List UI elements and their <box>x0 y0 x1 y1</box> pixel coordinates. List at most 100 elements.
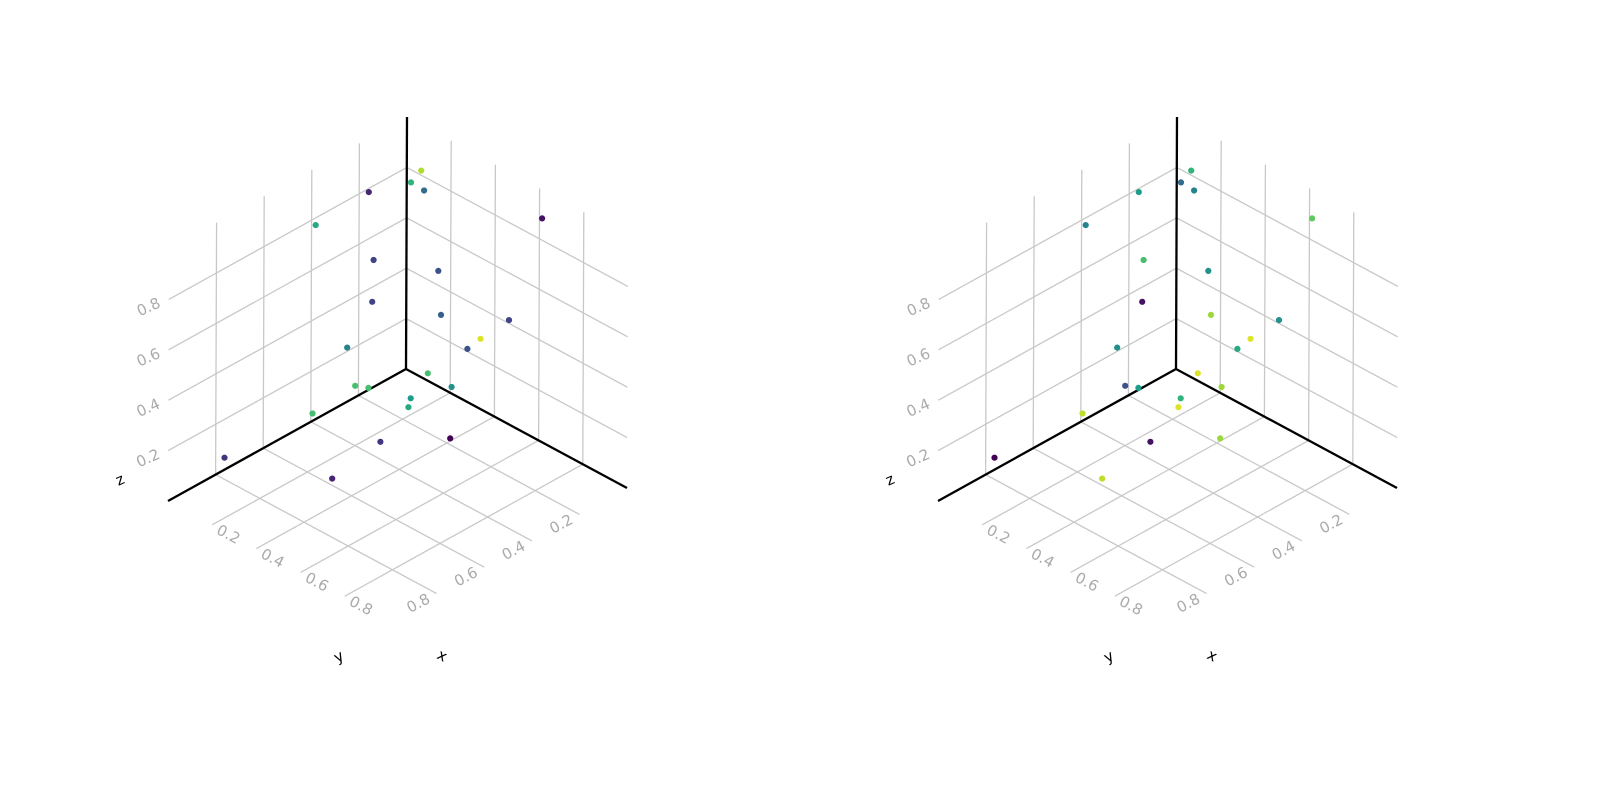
y-tick-label: 0.6 <box>451 563 481 590</box>
data-point <box>1275 317 1283 324</box>
gridline-wall-x <box>493 164 497 417</box>
data-point <box>991 454 998 461</box>
gridline-wall-yz <box>937 318 1177 452</box>
gridline-wall-y <box>984 222 988 475</box>
y-axis-line <box>167 367 407 503</box>
gridline-wall-xz <box>406 217 628 338</box>
data-point <box>312 222 319 229</box>
data-point <box>1140 256 1147 264</box>
data-point <box>1135 384 1142 391</box>
z-tick-label: 0.8 <box>134 294 163 320</box>
gridline-floor-y <box>215 474 437 595</box>
gridline-wall-xz <box>1175 318 1398 439</box>
gridline-floor-x <box>1070 439 1309 573</box>
y-tick-label: 0.2 <box>546 510 576 537</box>
data-point <box>344 344 351 351</box>
data-point <box>1147 438 1154 445</box>
z-axis-label: z <box>883 470 898 490</box>
gridline-wall-x <box>1307 188 1311 441</box>
gridline-wall-x <box>1219 140 1222 393</box>
gridline-wall-yz <box>168 217 407 351</box>
gridline-wall-yz <box>938 217 1177 351</box>
gridline-wall-yz <box>168 166 408 300</box>
data-point <box>1099 475 1106 482</box>
gridline-wall-x <box>1352 212 1355 465</box>
gridline-wall-y <box>1127 143 1131 396</box>
y-tick-label: 0.4 <box>499 537 529 564</box>
data-point <box>1139 298 1146 305</box>
data-point <box>1234 345 1241 352</box>
chart-panel-2: 0.2 0.4 0.6 0.8 0.2 0.4 0.6 0.8 0.2 0.4 0.6 0.8 x y z <box>883 116 1399 667</box>
gridline-wall-xz <box>1176 267 1398 388</box>
y-axis-line <box>937 367 1177 503</box>
data-point <box>435 267 442 274</box>
data-point <box>370 256 377 264</box>
gridline-floor-x <box>211 392 451 526</box>
z-tick-label: 0.4 <box>134 395 163 421</box>
y-tick-label: 0.6 <box>1221 563 1251 590</box>
x-tick-label: 0.2 <box>214 521 244 548</box>
data-point <box>447 435 454 442</box>
y-axis-label: y <box>1101 646 1117 666</box>
x-tick-label: 0.6 <box>1072 568 1102 595</box>
y-tick-label: 0.4 <box>1269 537 1299 564</box>
data-point <box>1207 311 1215 318</box>
gridline-wall-x <box>1263 164 1267 417</box>
data-point <box>1188 167 1195 174</box>
data-point <box>1218 383 1225 391</box>
data-point <box>1135 189 1142 196</box>
data-point <box>1309 215 1316 222</box>
data-point <box>369 298 376 305</box>
x-tick-label: 0.8 <box>1116 592 1146 619</box>
data-point <box>464 345 471 352</box>
data-point <box>221 454 228 461</box>
x-axis-label: x <box>1204 646 1220 666</box>
y-tick-label: 0.8 <box>404 590 434 617</box>
x-axis-line <box>405 367 628 490</box>
data-point <box>1194 370 1201 377</box>
gridline-floor-x <box>344 463 584 597</box>
data-point <box>1205 267 1212 274</box>
gridline-wall-yz <box>938 166 1178 300</box>
gridline-wall-x <box>449 140 452 393</box>
data-point <box>437 311 445 318</box>
gridline-floor-y <box>985 474 1207 595</box>
z-tick-label: 0.6 <box>904 344 933 370</box>
gridline-floor-y <box>262 447 485 568</box>
z-axis-line <box>1174 116 1179 370</box>
gridline-wall-y <box>310 169 313 422</box>
y-axis-label: y <box>331 646 347 666</box>
x-axis-label: x <box>434 646 450 666</box>
gridline-wall-y <box>357 143 361 396</box>
data-point <box>1191 187 1198 194</box>
data-point <box>1122 382 1129 389</box>
data-point <box>418 167 425 174</box>
data-point <box>329 475 336 482</box>
x-tick-label: 0.4 <box>258 545 288 572</box>
gridline-floor-x <box>981 392 1221 526</box>
gridline-wall-yz <box>168 267 407 401</box>
data-point <box>1114 344 1121 351</box>
gridline-floor-y <box>1080 421 1303 542</box>
x-tick-label: 0.2 <box>984 521 1014 548</box>
gridline-wall-xz <box>406 267 628 388</box>
chart-panel-1: 0.2 0.4 0.6 0.8 0.2 0.4 0.6 0.8 0.2 0.4 0.6 0.8 x y z <box>113 116 629 667</box>
data-point <box>505 317 513 324</box>
z-tick-label: 0.8 <box>904 294 933 320</box>
data-point <box>407 179 415 186</box>
gridline-wall-xz <box>406 166 629 287</box>
data-point <box>407 395 414 402</box>
z-axis-label: z <box>113 470 128 490</box>
gridline-wall-x <box>537 188 541 441</box>
gridline-floor-y <box>1128 394 1350 515</box>
x-tick-label: 0.4 <box>1028 545 1058 572</box>
data-point <box>1247 335 1254 342</box>
data-point <box>405 404 412 411</box>
z-tick-label: 0.2 <box>903 445 932 471</box>
data-point <box>377 438 384 445</box>
data-point <box>1217 435 1224 442</box>
data-point <box>365 189 372 196</box>
data-point <box>1082 222 1089 229</box>
z-tick-label: 0.6 <box>134 344 163 370</box>
